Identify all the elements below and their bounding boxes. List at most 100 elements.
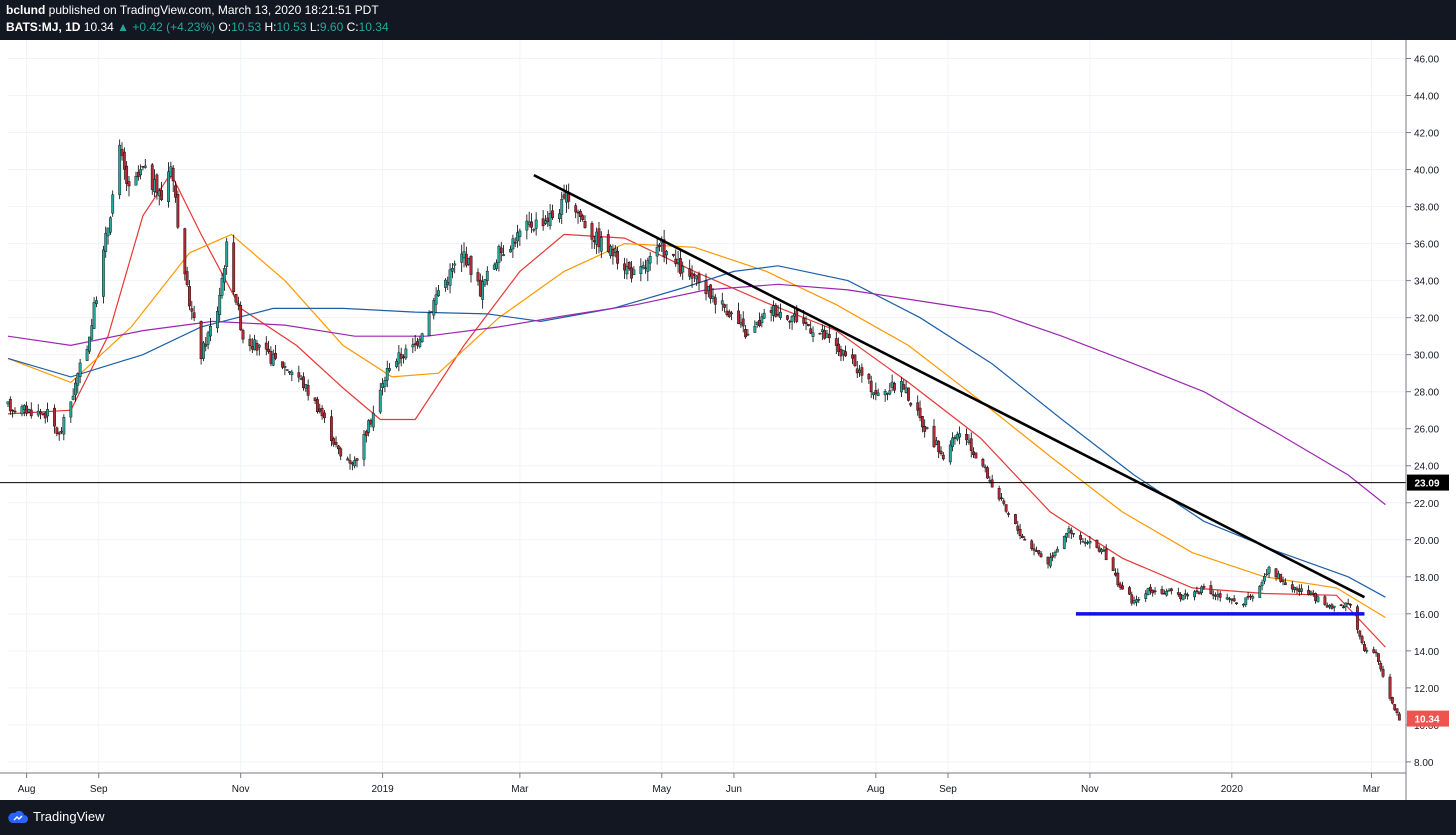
candle (1381, 665, 1385, 678)
candle (1130, 591, 1134, 606)
price-tick-label: 22.00 (1414, 499, 1439, 510)
price-tick-label: 36.00 (1414, 240, 1439, 251)
chart-header: bclund published on TradingView.com, Mar… (0, 0, 1456, 40)
candle-body (1356, 606, 1359, 630)
candle (1323, 595, 1327, 606)
candle (257, 344, 261, 356)
candle (1162, 589, 1166, 595)
candle-body (399, 354, 403, 359)
candle-body (385, 368, 389, 381)
candle (597, 221, 601, 254)
tradingview-brand[interactable]: TradingView (8, 809, 105, 824)
candle (1290, 581, 1294, 593)
candle-body (1297, 588, 1301, 592)
candle (790, 315, 794, 330)
candle-body (513, 241, 517, 244)
author-name[interactable]: bclund (6, 3, 46, 17)
candle (60, 427, 63, 435)
candle-body (1332, 605, 1336, 608)
candle-body (1390, 697, 1394, 704)
candle-body (267, 348, 270, 352)
sma-slow-line (7, 265, 1386, 598)
price-tick-label: 42.00 (1414, 129, 1439, 140)
candle (676, 251, 680, 273)
price-tick-label: 28.00 (1414, 388, 1439, 399)
candle (481, 275, 485, 309)
candle (827, 326, 831, 343)
candle-body (688, 268, 692, 277)
candle (809, 321, 813, 335)
candle (565, 184, 568, 213)
candle (1360, 634, 1364, 645)
candle-body (825, 333, 829, 338)
candle-body (655, 246, 659, 257)
candle (890, 374, 894, 392)
candle (122, 147, 126, 180)
candle-body (316, 399, 319, 413)
candle (460, 244, 464, 273)
candle (71, 388, 75, 401)
candle-body (215, 311, 219, 329)
candle-body (953, 437, 957, 439)
candle (395, 358, 398, 369)
candle (839, 345, 843, 362)
candle (1137, 596, 1141, 604)
candle-body (1100, 549, 1103, 553)
candle-body (776, 313, 780, 316)
high-value: 10.53 (276, 20, 307, 34)
candle (416, 337, 419, 349)
candle-body (444, 279, 447, 288)
candle-body (1360, 636, 1364, 643)
candle-body (644, 267, 647, 270)
candle-body (1349, 603, 1352, 606)
drawings-layer[interactable] (0, 173, 1406, 616)
candle (1265, 568, 1269, 577)
candle-body (290, 371, 294, 375)
candle-body (578, 210, 582, 217)
candle (369, 418, 373, 428)
candle-body (418, 339, 422, 347)
candle-body (1193, 591, 1197, 598)
candle (658, 243, 661, 252)
candle (1267, 565, 1271, 578)
candle (283, 362, 287, 376)
candle (874, 382, 878, 401)
candle (1325, 602, 1329, 608)
candle (1349, 603, 1352, 609)
candle-body (127, 181, 131, 187)
candle-body (469, 255, 473, 275)
candle (1211, 590, 1215, 600)
candle-body (790, 316, 794, 322)
descending-trendline[interactable] (533, 173, 1366, 599)
candle-body (46, 409, 49, 417)
candle-body (334, 441, 338, 445)
candle (336, 444, 340, 455)
chart-area[interactable]: 8.0010.0012.0014.0016.0018.0020.0022.002… (0, 40, 1456, 800)
candle (364, 429, 368, 443)
candle (62, 414, 66, 441)
price-chart[interactable]: 8.0010.0012.0014.0016.0018.0020.0022.002… (0, 40, 1456, 800)
candle (153, 169, 156, 197)
candle (55, 426, 59, 437)
candle-body (20, 406, 24, 415)
candle-body (448, 269, 452, 286)
candle-body (548, 213, 552, 226)
candle-body (986, 467, 989, 479)
symbol-label[interactable]: BATS:MJ, 1D (6, 20, 81, 34)
candle (713, 294, 717, 314)
candle (241, 328, 245, 344)
price-tick-label: 46.00 (1414, 55, 1439, 66)
candle-body (1111, 557, 1115, 572)
candle-body (939, 450, 943, 455)
candle (904, 380, 908, 394)
sma-fast-line (7, 172, 1386, 648)
candle (1104, 544, 1108, 561)
candle (837, 337, 841, 357)
candle-body (793, 313, 796, 317)
candle (530, 213, 533, 233)
candle (576, 209, 580, 224)
candle-body (1328, 605, 1331, 608)
candle (143, 158, 147, 169)
candle (1281, 576, 1285, 586)
candle (955, 431, 959, 442)
